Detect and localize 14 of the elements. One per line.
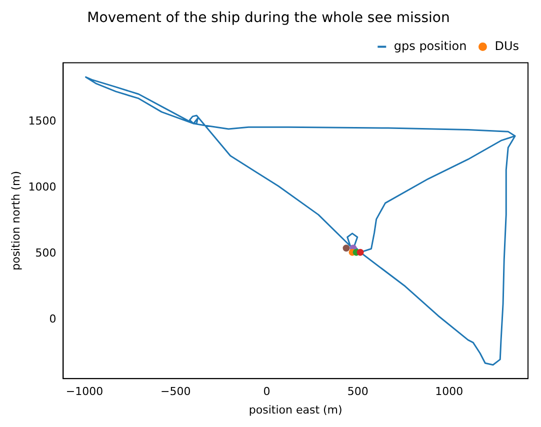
y-tick-label: 500 — [35, 246, 56, 260]
legend-label: gps position — [394, 38, 467, 53]
x-tick-label: 0 — [263, 385, 270, 398]
x-tick-label: −500 — [160, 385, 191, 398]
x-tick-label: 500 — [347, 385, 368, 398]
y-tick-label: 1500 — [28, 114, 56, 128]
legend-label: DUs — [494, 38, 520, 53]
y-axis-title: position north (m) — [9, 171, 22, 270]
x-axis-title: position east (m) — [248, 403, 342, 416]
y-tick-label: 0 — [49, 312, 56, 326]
x-tick-label: −1000 — [66, 385, 104, 398]
y-tick-label: 1000 — [28, 180, 56, 194]
x-tick-label: 1000 — [435, 385, 464, 398]
chart-title: Movement of the ship during the whole see mission — [87, 10, 450, 26]
